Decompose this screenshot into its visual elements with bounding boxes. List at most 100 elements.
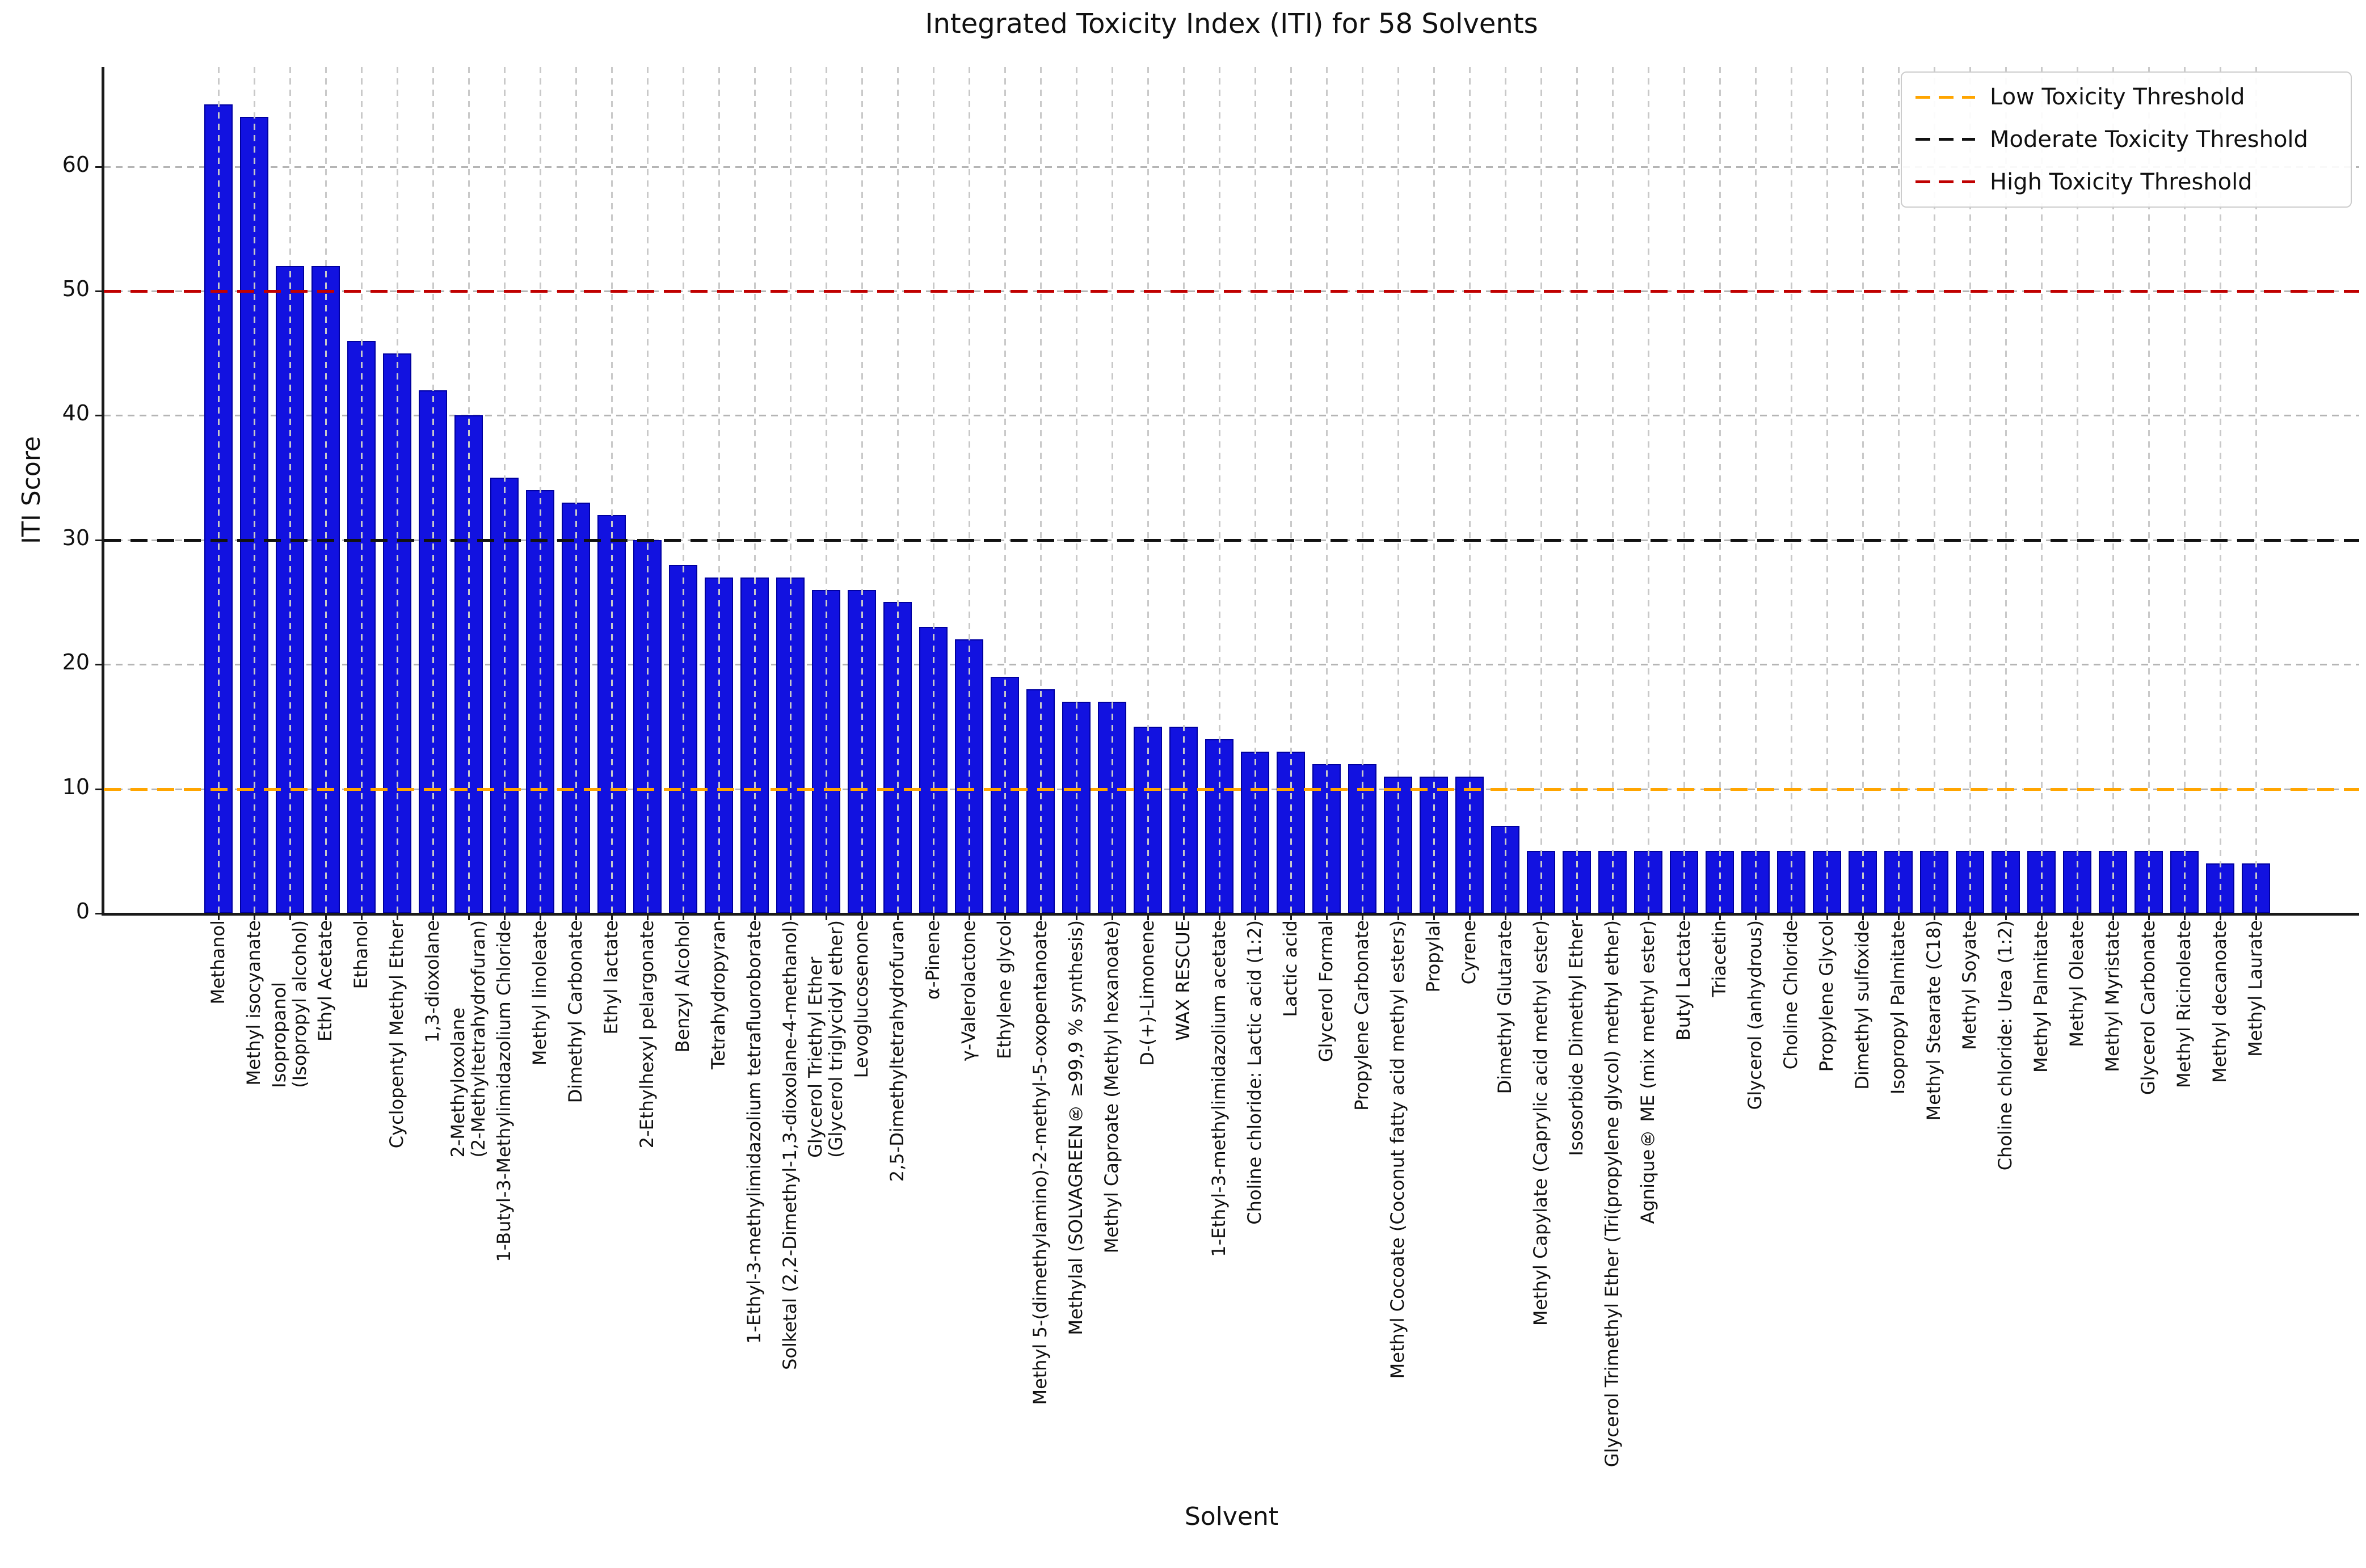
x-gridline — [1862, 67, 1864, 913]
x-tick-label: Methyl Myristate — [2102, 920, 2124, 1072]
x-tick-label: Glycerol Formal — [1315, 920, 1337, 1063]
y-tick-mark — [95, 166, 104, 168]
x-tick-mark — [754, 913, 756, 920]
x-gridline — [1826, 67, 1828, 913]
x-tick-mark — [1612, 913, 1614, 920]
x-gridline — [575, 67, 577, 913]
x-tick-mark — [218, 913, 220, 920]
x-tick-mark — [969, 913, 970, 920]
x-tick-mark — [1898, 913, 1900, 920]
x-tick-label: Methyl decanoate — [2209, 920, 2231, 1084]
x-tick-mark — [1219, 913, 1220, 920]
x-tick-label: Methyl Caproate (Methyl hexanoate) — [1101, 920, 1123, 1254]
x-gridline — [325, 67, 327, 913]
high-toxicity-threshold-line — [104, 289, 2359, 293]
x-tick-mark — [1040, 913, 1042, 920]
x-tick-label: Propylene Carbonate — [1351, 920, 1373, 1111]
x-tick-mark — [432, 913, 434, 920]
x-tick-mark — [504, 913, 506, 920]
x-gridline — [647, 67, 649, 913]
x-tick-label: Levoglucosenone — [851, 920, 873, 1078]
x-tick-label: Glycerol Triethyl Ether (Glycerol trigly… — [805, 920, 847, 1158]
x-gridline — [1755, 67, 1757, 913]
legend-item-high: High Toxicity Threshold — [1902, 169, 2351, 195]
x-tick-mark — [1326, 913, 1328, 920]
x-tick-label: 1,3-dioxolane — [422, 920, 444, 1043]
x-tick-label: Ethanol — [350, 920, 372, 989]
moderate-toxicity-threshold-line — [104, 538, 2359, 542]
x-gridline — [2077, 67, 2078, 913]
x-tick-label: Butyl Lactate — [1673, 920, 1695, 1041]
x-tick-label: 1-Ethyl-3-methylimidazolium acetate — [1208, 920, 1230, 1257]
x-gridline — [1648, 67, 1649, 913]
x-tick-label: Isosorbide Dimethyl Ether — [1565, 920, 1588, 1156]
y-tick-mark — [95, 913, 104, 914]
x-tick-label: Isopropyl Palmitate — [1887, 920, 1909, 1095]
y-gridline — [104, 415, 2359, 417]
legend-item-low: Low Toxicity Threshold — [1902, 84, 2351, 110]
x-tick-mark — [790, 913, 792, 920]
x-tick-mark — [468, 913, 470, 920]
x-tick-mark — [1934, 913, 1935, 920]
x-gridline — [1540, 67, 1542, 913]
x-gridline — [1219, 67, 1220, 913]
x-gridline — [397, 67, 398, 913]
x-tick-mark — [1683, 913, 1685, 920]
x-tick-label: Methyl linoleate — [529, 920, 551, 1066]
x-tick-mark — [683, 913, 684, 920]
x-gridline — [1147, 67, 1149, 913]
x-tick-label: Methanol — [207, 920, 229, 1005]
x-gridline — [361, 67, 363, 913]
x-gridline — [2112, 67, 2114, 913]
x-gridline — [2255, 67, 2257, 913]
x-tick-label: 1-Ethyl-3-methylimidazolium tetrafluorob… — [743, 920, 765, 1344]
legend-item-moderate: Moderate Toxicity Threshold — [1902, 127, 2351, 153]
x-tick-label: WAX RESCUE — [1172, 920, 1194, 1041]
x-tick-label: D-(+)-Limonene — [1136, 920, 1159, 1066]
x-tick-label: α-Pinene — [922, 920, 944, 1000]
x-gridline — [254, 67, 255, 913]
x-tick-mark — [1147, 913, 1149, 920]
x-tick-mark — [361, 913, 363, 920]
x-tick-label: Glycerol (anhydrous) — [1744, 920, 1766, 1110]
legend-label: Moderate Toxicity Threshold — [1990, 126, 2308, 153]
x-gridline — [897, 67, 899, 913]
x-gridline — [1898, 67, 1900, 913]
x-tick-label: Cyclopentyl Methyl Ether — [386, 920, 408, 1149]
x-gridline — [1076, 67, 1077, 913]
x-tick-mark — [1004, 913, 1006, 920]
x-tick-label: Methyl Cocoate (Coconut fatty acid methy… — [1387, 920, 1409, 1379]
x-gridline — [1969, 67, 1971, 913]
y-gridline — [104, 664, 2359, 666]
y-tick-mark — [95, 788, 104, 790]
x-tick-mark — [933, 913, 934, 920]
x-tick-mark — [289, 913, 291, 920]
x-tick-mark — [1362, 913, 1363, 920]
x-tick-mark — [1576, 913, 1578, 920]
x-tick-mark — [826, 913, 827, 920]
x-tick-label: Dimethyl sulfoxide — [1851, 920, 1874, 1090]
x-gridline — [2005, 67, 2007, 913]
x-tick-label: Benzyl Alcohol — [672, 920, 694, 1053]
y-tick-label: 40 — [62, 401, 90, 426]
legend-label: High Toxicity Threshold — [1990, 168, 2253, 195]
x-tick-label: Choline chloride: Lactic acid (1:2) — [1244, 920, 1266, 1225]
x-gridline — [540, 67, 541, 913]
x-tick-mark — [397, 913, 398, 920]
x-tick-label: Triacetin — [1708, 920, 1731, 997]
x-gridline — [1576, 67, 1578, 913]
x-tick-mark — [1183, 913, 1185, 920]
y-tick-label: 60 — [62, 151, 90, 177]
y-tick-label: 0 — [75, 899, 90, 924]
x-tick-mark — [1254, 913, 1256, 920]
moderate-threshold-line-icon — [1915, 138, 1975, 141]
x-gridline — [718, 67, 720, 913]
x-tick-mark — [2041, 913, 2043, 920]
x-gridline — [969, 67, 970, 913]
x-tick-mark — [1648, 913, 1649, 920]
low-toxicity-threshold-line — [104, 787, 2359, 791]
x-axis-spine — [102, 913, 2359, 916]
x-tick-mark — [575, 913, 577, 920]
x-gridline — [1040, 67, 1042, 913]
